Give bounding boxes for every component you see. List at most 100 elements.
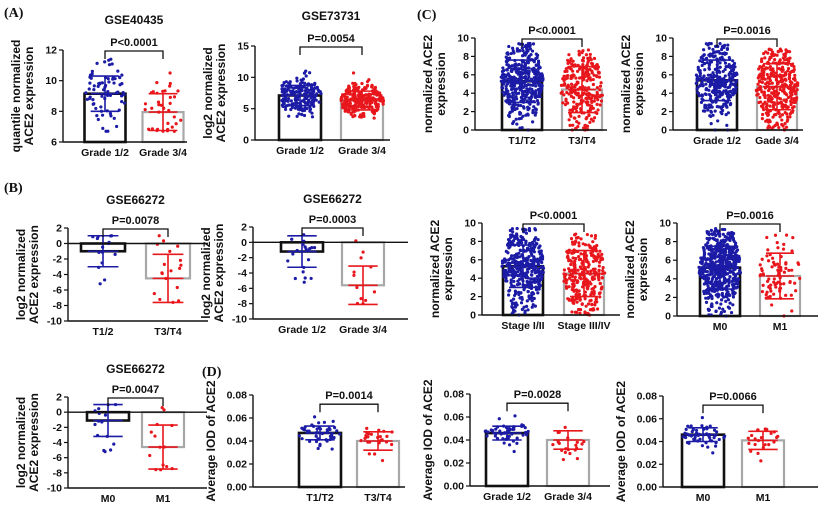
data-point [789, 93, 793, 97]
data-point [362, 93, 366, 98]
data-point [533, 113, 537, 117]
chart-3: 0 2 4 6 8 10 Grade 1/2 Gade 3/4 normalized ACE2 e… [619, 25, 803, 147]
data-point [532, 296, 536, 301]
data-point [584, 100, 588, 104]
data-point [770, 265, 774, 269]
data-point [707, 63, 711, 67]
data-point [515, 441, 519, 446]
data-point [769, 431, 773, 436]
data-point [718, 91, 722, 95]
data-point [529, 53, 533, 57]
data-point [690, 430, 694, 434]
data-point [518, 71, 522, 75]
data-point [787, 75, 792, 80]
data-point [352, 273, 356, 277]
data-point [573, 85, 577, 89]
data-point [760, 117, 764, 121]
data-point [716, 294, 721, 298]
data-point [711, 71, 715, 75]
data-point [716, 119, 720, 123]
data-point [726, 43, 730, 47]
data-point [523, 309, 527, 313]
data-point [536, 259, 540, 264]
data-point [112, 81, 116, 85]
data-point [168, 84, 172, 88]
data-point [577, 114, 581, 118]
data-point [694, 73, 699, 77]
data-point [560, 90, 564, 94]
data-point [730, 255, 735, 259]
data-point [591, 240, 595, 244]
y-tick-label: 4 [665, 273, 671, 285]
data-point [499, 75, 503, 79]
data-point [514, 95, 518, 99]
data-point [780, 113, 785, 117]
data-point [694, 428, 699, 433]
data-point [526, 48, 530, 52]
significance-bracket [522, 223, 585, 232]
data-point [286, 87, 290, 92]
data-point [353, 102, 358, 107]
significance-bracket [506, 402, 569, 412]
data-point [727, 279, 731, 283]
data-point [780, 122, 784, 127]
data-point [592, 245, 596, 249]
data-point [112, 116, 116, 120]
data-point [539, 277, 543, 281]
data-point [589, 234, 594, 238]
chart-7: 0 2 4 6 8 10 M0 M1 normalized ACE2 expression P=0.… [623, 210, 818, 333]
data-point [595, 90, 599, 95]
data-point [534, 241, 538, 245]
data-point [582, 91, 586, 95]
data-point [715, 269, 719, 273]
y-tick-label: 0.02 [444, 458, 465, 470]
data-point [310, 115, 315, 119]
data-point [311, 90, 315, 94]
data-point [540, 86, 544, 90]
data-point [507, 273, 511, 277]
data-point [314, 439, 319, 444]
data-point [710, 296, 714, 301]
data-point [378, 435, 382, 439]
y-axis-label: expression [441, 237, 455, 300]
y-tick-label: 6 [463, 69, 469, 81]
data-point [588, 120, 592, 125]
data-point [362, 114, 366, 119]
data-point [706, 73, 710, 77]
data-point [98, 282, 102, 286]
x-tick-label: T3/T4 [364, 492, 392, 504]
data-point [792, 68, 796, 72]
data-point [732, 89, 737, 93]
data-point [732, 61, 737, 66]
data-point [537, 92, 541, 97]
data-point [536, 87, 541, 92]
data-point [563, 102, 568, 107]
data-point [579, 237, 583, 241]
data-point [538, 252, 542, 256]
x-tick-label: T3/T4 [568, 135, 596, 147]
data-point [527, 72, 531, 76]
data-point [726, 284, 731, 288]
data-point [722, 295, 726, 299]
data-point [370, 105, 374, 109]
data-point [586, 74, 590, 78]
x-tick-label: Gade 3/4 [755, 135, 799, 147]
data-point [570, 278, 574, 282]
data-point [302, 113, 307, 118]
data-point [582, 439, 586, 444]
data-point [351, 71, 356, 75]
data-point [534, 84, 538, 88]
data-point [368, 93, 372, 97]
data-point [577, 241, 581, 245]
data-point [523, 426, 527, 430]
data-point [347, 86, 351, 90]
data-point [725, 123, 729, 127]
data-point [372, 92, 376, 96]
data-point [571, 285, 576, 289]
data-point [301, 107, 305, 112]
data-point [699, 261, 703, 265]
data-point [511, 427, 515, 431]
data-point [305, 87, 309, 91]
data-point [539, 249, 543, 253]
data-point [598, 295, 602, 299]
